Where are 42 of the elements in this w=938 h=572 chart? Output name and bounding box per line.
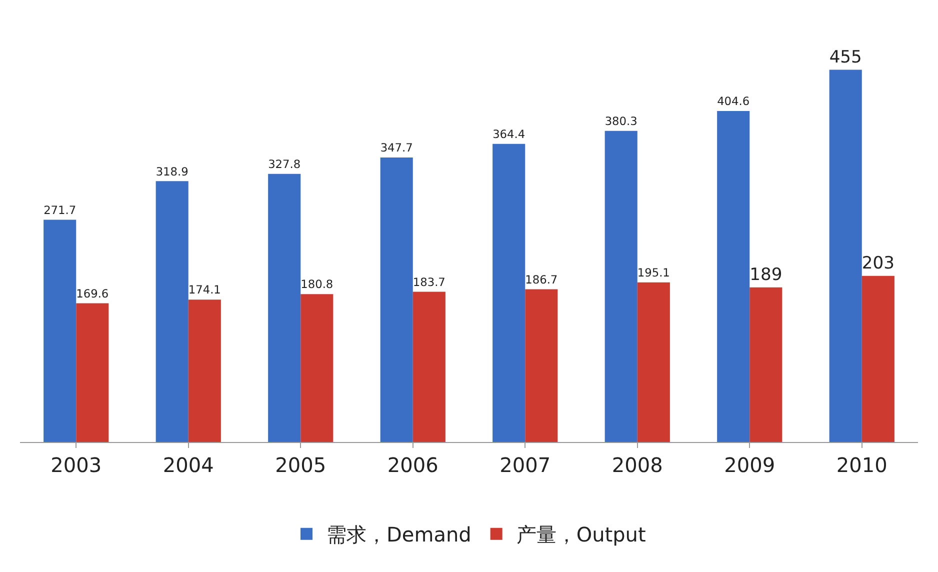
data-label: 189: [750, 265, 782, 286]
bar: [829, 70, 862, 442]
x-tick-label: 2008: [612, 453, 663, 477]
data-label: 455: [829, 48, 862, 68]
bar: [412, 292, 446, 442]
bar: [525, 289, 558, 442]
data-label: 271.7: [44, 202, 76, 217]
data-label: 364.4: [492, 127, 526, 142]
x-tick-label: 2006: [387, 453, 438, 477]
bar: [604, 130, 638, 442]
data-label: 347.7: [380, 140, 413, 155]
data-label: 180.8: [300, 277, 334, 292]
data-label: 183.7: [412, 274, 446, 289]
legend-label: 产量，Output: [516, 522, 646, 547]
x-tick-label: 2010: [836, 453, 888, 477]
x-tick-label: 2004: [162, 453, 214, 477]
data-label: 318.9: [156, 164, 188, 178]
bar: [862, 276, 894, 442]
bar: [380, 158, 413, 442]
x-tick-label: 2007: [500, 453, 551, 477]
data-label: 186.7: [525, 272, 558, 286]
bar: [76, 303, 109, 442]
data-label: 327.8: [268, 156, 301, 171]
data-label: 169.6: [76, 286, 109, 300]
data-label: 195.1: [637, 266, 670, 280]
data-label: 174.1: [188, 282, 221, 297]
data-label: 380.3: [604, 114, 638, 128]
bar: [300, 294, 334, 442]
bar: [268, 174, 301, 442]
x-tick-label: 2005: [275, 453, 326, 477]
legend-label: 需求，Demand: [326, 522, 472, 547]
bar: [492, 144, 526, 442]
bar: [188, 300, 221, 442]
x-tick-label: 2003: [50, 453, 102, 477]
bar: [156, 181, 188, 442]
x-tick-label: 2009: [724, 453, 776, 477]
bar: [717, 111, 750, 442]
bar: [750, 287, 782, 442]
bar: [637, 282, 670, 442]
bar: [44, 220, 76, 442]
data-label: 203: [862, 254, 894, 274]
data-label: 404.6: [717, 94, 750, 108]
